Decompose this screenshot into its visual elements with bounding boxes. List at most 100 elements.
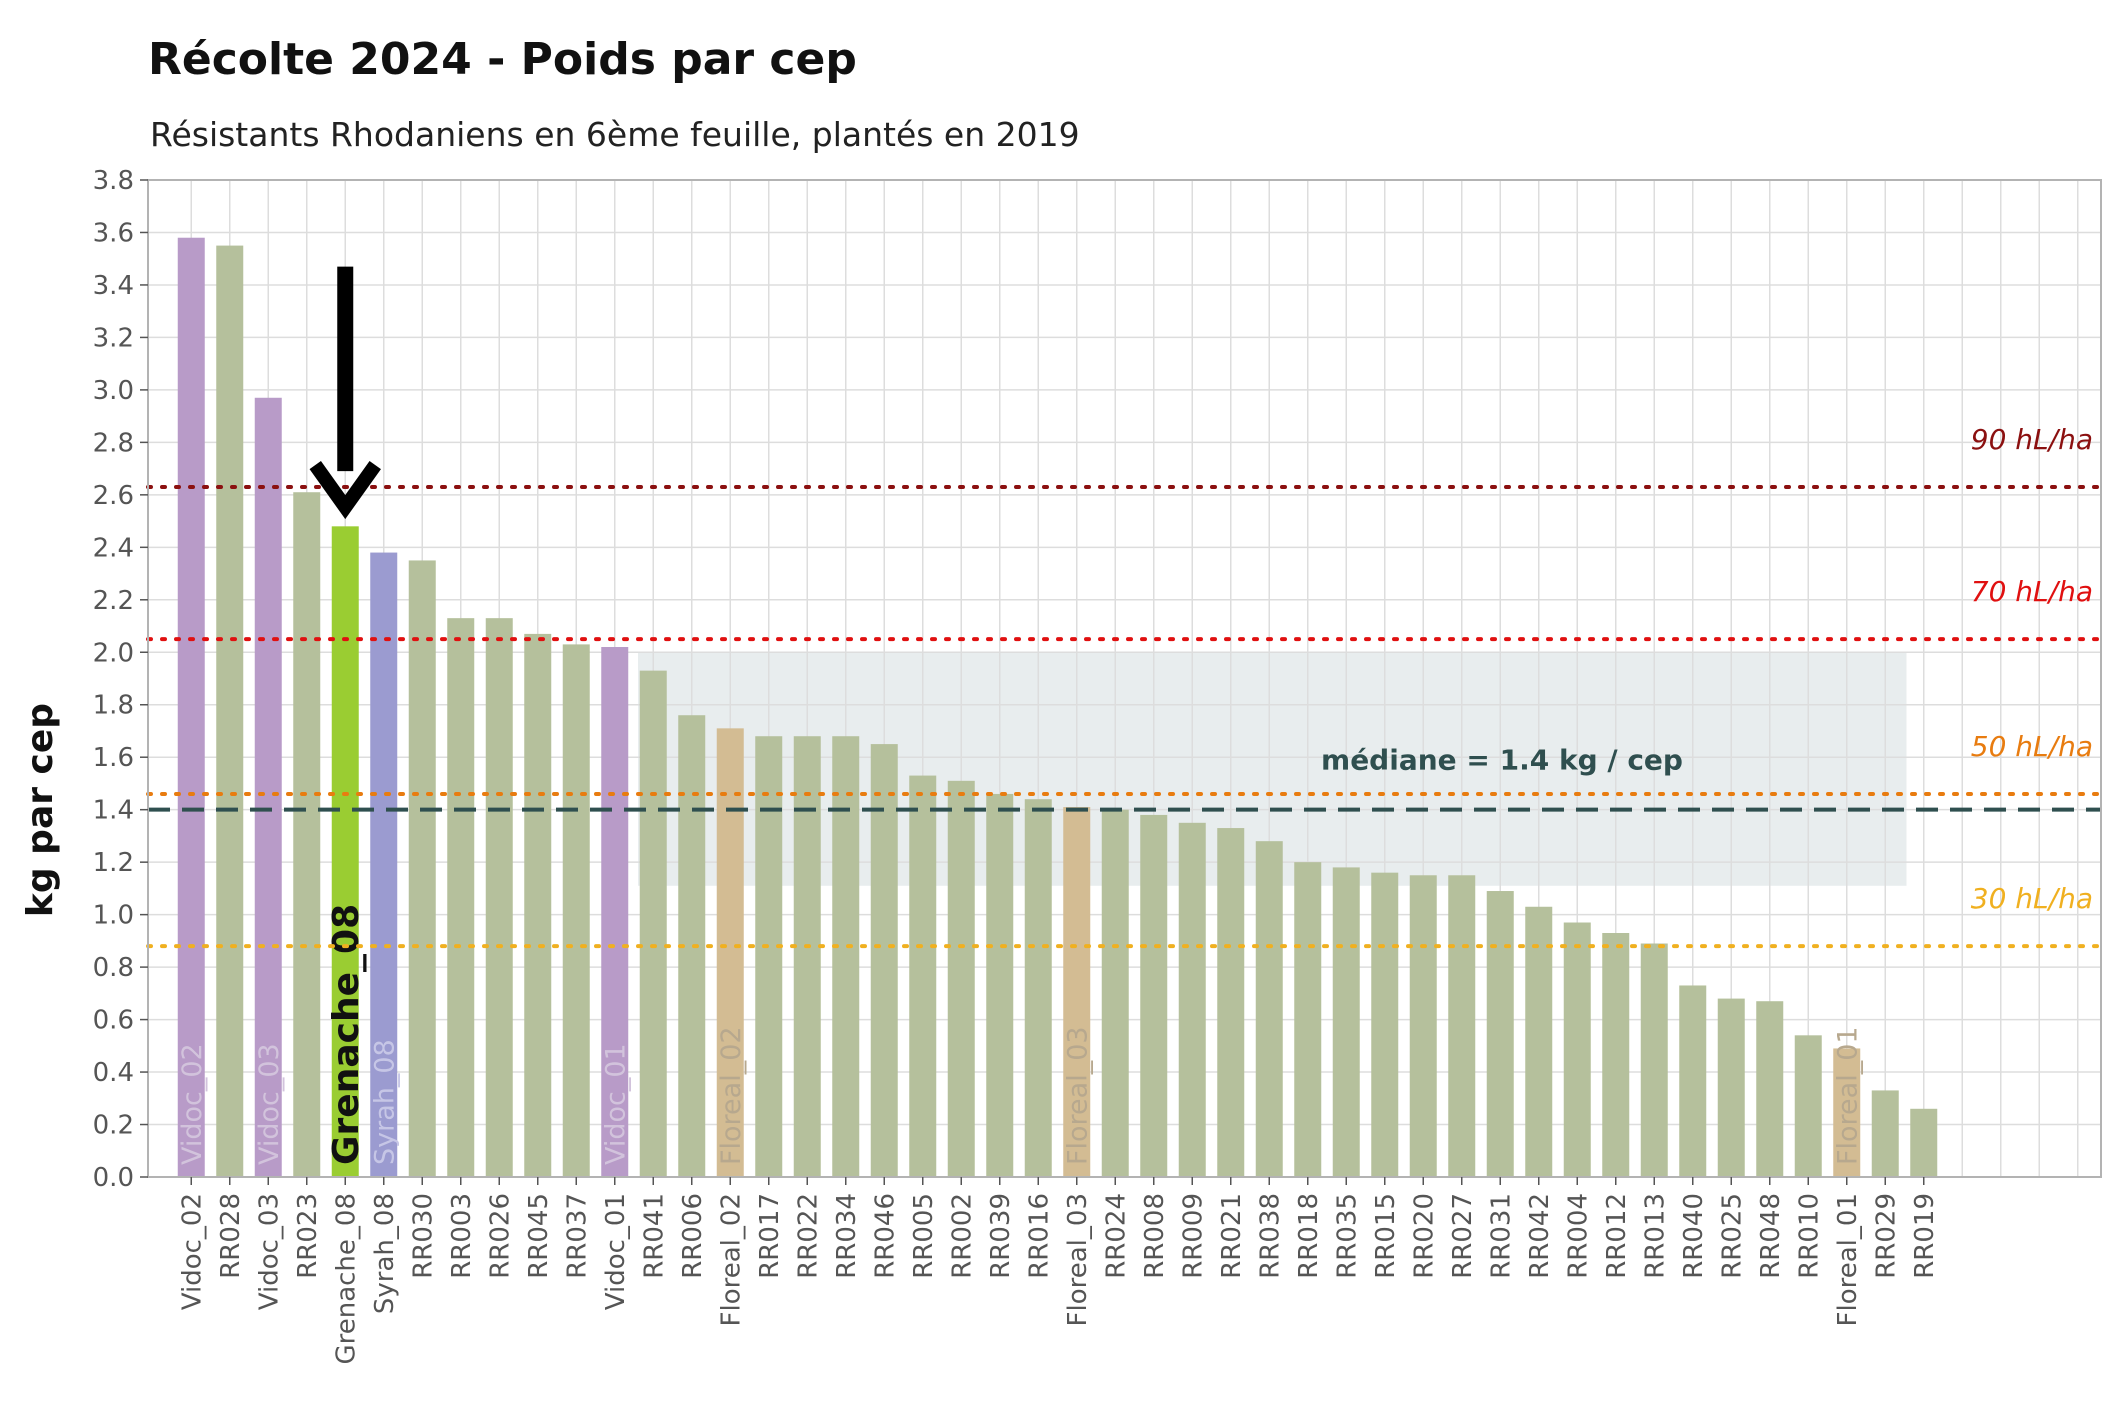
- y-tick-label: 1.4: [93, 796, 134, 826]
- bar-rr039: [986, 793, 1014, 1177]
- y-tick-label: 0.4: [93, 1058, 134, 1088]
- x-tick-label: RR012: [1602, 1193, 1632, 1279]
- reference-line-label: 50 hL/ha: [1971, 730, 2093, 763]
- y-tick-label: 1.0: [93, 901, 134, 931]
- y-tick-label: 1.2: [93, 848, 134, 878]
- y-tick-label: 2.4: [93, 533, 134, 563]
- arrow-head: [309, 461, 381, 520]
- bar-rr013: [1640, 943, 1668, 1177]
- bar-vidoc-03: [254, 397, 282, 1178]
- y-tick-label: 0.0: [93, 1163, 134, 1193]
- in-bar-label: Floreal_01: [1832, 1026, 1863, 1165]
- bar-rr024: [1101, 809, 1129, 1177]
- bar-floreal-01: [1833, 1048, 1861, 1177]
- bar-rr030: [408, 560, 436, 1177]
- bar-rr028: [216, 245, 244, 1177]
- x-tick-label: Vidoc_02: [177, 1193, 207, 1310]
- x-tick-label: RR038: [1255, 1193, 1285, 1279]
- y-tick-label: 3.2: [93, 323, 134, 353]
- x-tick-label: RR029: [1871, 1193, 1901, 1279]
- x-tick-label: RR009: [1178, 1193, 1208, 1279]
- x-tick-label: RR022: [793, 1193, 823, 1279]
- in-bar-labels: Vidoc_02 Vidoc_03 Grenache_08 Syrah_08 Vidoc…: [177, 904, 1863, 1165]
- x-tick-label: RR018: [1294, 1193, 1324, 1279]
- bar-rr025: [1717, 998, 1745, 1177]
- chart-title: Récolte 2024 - Poids par cep: [148, 34, 857, 85]
- in-bar-label: Vidoc_01: [600, 1043, 631, 1165]
- bar-floreal-03: [1063, 807, 1091, 1177]
- x-tick-label: RR005: [909, 1193, 939, 1279]
- y-tick-label: 3.8: [93, 166, 134, 196]
- bar-rr031: [1486, 891, 1514, 1177]
- bar-vidoc-01: [601, 647, 629, 1177]
- bar-rr002: [947, 780, 975, 1177]
- x-tick-label: RR031: [1486, 1193, 1516, 1279]
- y-tick-label: 0.2: [93, 1111, 134, 1141]
- reference-line-label: 30 hL/ha: [1971, 882, 2093, 915]
- x-tick-label: RR006: [678, 1193, 708, 1279]
- bar-rr029: [1871, 1090, 1899, 1177]
- y-tick-label: 3.4: [93, 271, 134, 301]
- bar-rr015: [1371, 872, 1399, 1177]
- x-tick-label: Floreal_02: [716, 1193, 746, 1326]
- x-tick-label: RR046: [870, 1193, 900, 1279]
- y-tick-label: 3.6: [93, 218, 134, 248]
- bar-rr017: [755, 736, 783, 1177]
- bar-rr008: [1140, 814, 1168, 1177]
- x-tick-label: RR008: [1140, 1193, 1170, 1279]
- bar-rr048: [1756, 1001, 1784, 1177]
- reference-line-label: 70 hL/ha: [1971, 575, 2093, 608]
- x-tick-label: RR017: [755, 1193, 785, 1279]
- x-tick-label: Grenache_08: [331, 1193, 361, 1365]
- bar-rr041: [639, 670, 667, 1177]
- in-bar-label: Vidoc_03: [254, 1043, 285, 1165]
- bar-rr005: [909, 775, 937, 1177]
- y-tick-label: 0.8: [93, 953, 134, 983]
- bar-rr018: [1294, 862, 1322, 1177]
- x-tick-label: RR004: [1563, 1193, 1593, 1279]
- x-tick-label: RR027: [1448, 1193, 1478, 1279]
- x-tick-label: Vidoc_03: [254, 1193, 284, 1310]
- bar-rr042: [1525, 906, 1553, 1177]
- x-tick-label: RR002: [947, 1193, 977, 1279]
- in-bar-label: Floreal_03: [1062, 1026, 1093, 1165]
- x-tick-label: RR026: [485, 1193, 515, 1279]
- bar-rr022: [793, 736, 821, 1177]
- x-tick-label: Syrah_08: [370, 1193, 400, 1314]
- bar-rr019: [1910, 1108, 1938, 1177]
- x-tick-label: RR024: [1101, 1193, 1131, 1279]
- x-tick-label: RR039: [986, 1193, 1016, 1279]
- bar-rr023: [293, 492, 321, 1178]
- x-tick-label: RR030: [408, 1193, 438, 1279]
- bar-rr038: [1255, 841, 1283, 1177]
- bar-rr046: [870, 744, 898, 1177]
- bar-grenache-08: [331, 526, 359, 1177]
- x-tick-label: RR020: [1409, 1193, 1439, 1279]
- y-tick-label: 2.2: [93, 586, 134, 616]
- bar-rr010: [1794, 1035, 1822, 1177]
- bar-rr037: [562, 644, 590, 1177]
- x-tick-label: RR048: [1756, 1193, 1786, 1279]
- x-tick-label: RR035: [1332, 1193, 1362, 1279]
- x-tick-label: RR010: [1794, 1193, 1824, 1279]
- bar-rr003: [447, 618, 475, 1177]
- x-tick-label: RR045: [524, 1193, 554, 1279]
- y-tick-label: 2.6: [93, 481, 134, 511]
- y-tick-label: 2.0: [93, 638, 134, 668]
- reference-lines: 90 hL/ha 70 hL/ha 50 hL/ha 30 hL/ha: [146, 423, 2103, 949]
- y-axis-ticks: 0.0 0.2 0.4 0.6 0.8 1.0 1.2 1.4 1.6 1.8 2.0 2.2 2.4 2…: [93, 166, 148, 1193]
- reference-line-label: 90 hL/ha: [1971, 423, 2093, 456]
- bar-rr012: [1602, 932, 1630, 1177]
- x-tick-label: Floreal_01: [1833, 1193, 1863, 1326]
- x-tick-label: RR021: [1217, 1193, 1247, 1279]
- in-bar-label: Syrah_08: [369, 1039, 400, 1165]
- x-tick-label: RR028: [216, 1193, 246, 1279]
- bar-rr009: [1178, 822, 1206, 1177]
- bar-rr045: [524, 633, 552, 1177]
- median-line: médiane = 1.4 kg / cep: [148, 744, 2101, 812]
- x-tick-label: RR041: [639, 1193, 669, 1279]
- bar-rr026: [485, 618, 513, 1177]
- x-tick-label: RR016: [1024, 1193, 1054, 1279]
- x-axis-ticks: Vidoc_02 RR028 Vidoc_03 RR023 Grenache_08 Syr…: [177, 1177, 1940, 1365]
